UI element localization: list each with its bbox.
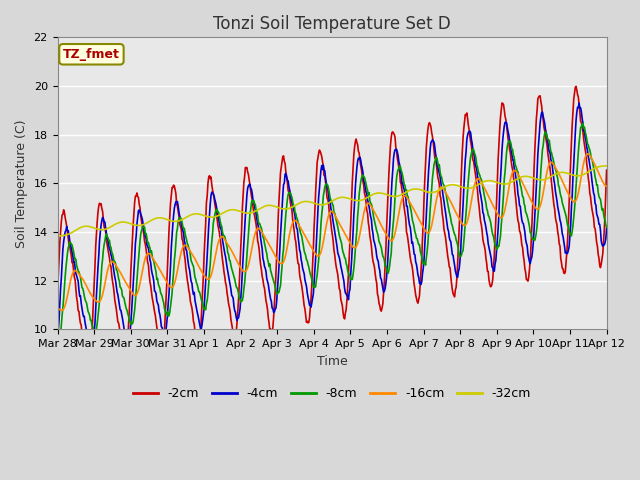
Title: Tonzi Soil Temperature Set D: Tonzi Soil Temperature Set D [213, 15, 451, 33]
X-axis label: Time: Time [317, 355, 348, 368]
Y-axis label: Soil Temperature (C): Soil Temperature (C) [15, 119, 28, 248]
Legend: -2cm, -4cm, -8cm, -16cm, -32cm: -2cm, -4cm, -8cm, -16cm, -32cm [128, 382, 536, 405]
Text: TZ_fmet: TZ_fmet [63, 48, 120, 61]
